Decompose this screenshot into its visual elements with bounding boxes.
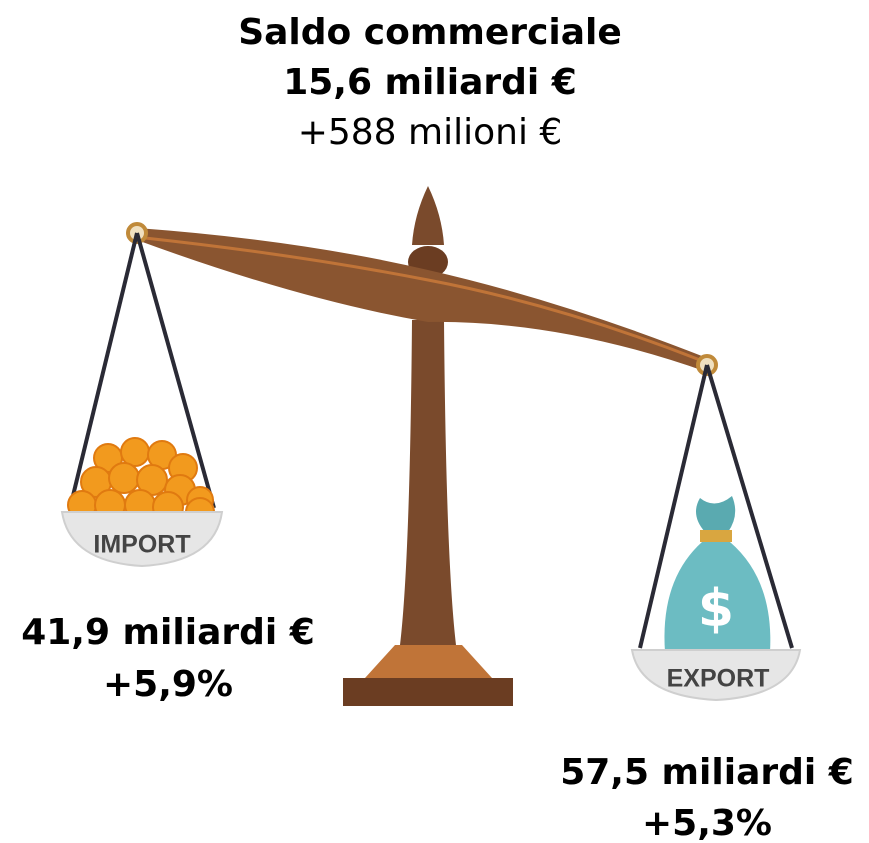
scale-base: [343, 678, 513, 706]
pan-bowl: [60, 511, 224, 568]
bag: [664, 542, 771, 652]
pan-bowl: [630, 649, 802, 702]
import-label: IMPORT: [93, 531, 190, 559]
export-change: +5,3%: [642, 803, 772, 843]
title-value: 15,6 miliardi €: [283, 62, 577, 103]
title-change: +588 milioni €: [298, 112, 563, 153]
import-change: +5,9%: [103, 664, 233, 705]
bag-top: [696, 496, 736, 532]
export-pan: $ EXPORT: [630, 364, 802, 702]
bag-tie: [700, 530, 732, 542]
scale-beam: [137, 228, 707, 372]
scale: [126, 186, 718, 706]
import-pan: IMPORT: [60, 232, 224, 568]
export-value: 57,5 miliardi €: [560, 752, 854, 793]
title-heading: Saldo commerciale: [238, 12, 622, 53]
dollar-icon: $: [698, 579, 734, 639]
import-value: 41,9 miliardi €: [21, 612, 315, 653]
scale-pillar: [400, 320, 456, 645]
scale-foot: [365, 645, 492, 678]
beam-highlight: [144, 236, 701, 362]
string: [135, 232, 216, 509]
string: [68, 232, 139, 509]
export-label: EXPORT: [667, 665, 770, 693]
scale-tip: [412, 186, 444, 245]
string: [705, 364, 794, 649]
string: [638, 364, 709, 649]
